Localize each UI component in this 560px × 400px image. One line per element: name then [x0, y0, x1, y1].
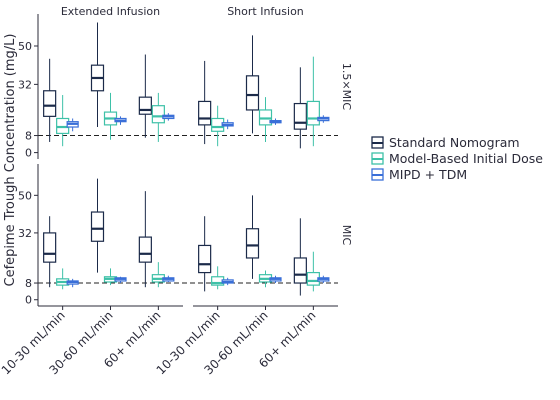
y-tick-label: 50 [18, 189, 32, 202]
axes [34, 14, 338, 310]
box-p2-g2-s1-body [245, 75, 260, 111]
legend-item: Standard Nomogram [371, 135, 520, 150]
y-tick-label: 8 [25, 130, 32, 143]
box-p3-g3-s1-body [138, 236, 152, 263]
box-p1-g1-s1-body [43, 90, 57, 117]
y-tick-label: 32 [18, 78, 32, 91]
box-p2-g3-s1-body [293, 102, 307, 130]
facet-column-label: Short Infusion [227, 5, 304, 18]
facet-row-label: MIC [340, 225, 353, 246]
box-p2-g3-s2-body [306, 100, 320, 126]
y-tick-label: 0 [25, 294, 32, 307]
box-p3-g1-s1-body [43, 232, 57, 263]
legend-label: MIPD + TDM [389, 167, 467, 182]
facet-row-label: 1.5×MIC [340, 63, 353, 110]
y-tick-label: 32 [18, 227, 32, 240]
reference-lines [38, 135, 338, 284]
y-tick-label: 0 [25, 147, 32, 160]
box-p1-g3-s1-body [138, 96, 152, 115]
box-p1-g3-s2-body [151, 105, 165, 124]
box-p4-g2-s1-body [245, 228, 260, 259]
legend-label: Model-Based Initial Dose [389, 151, 543, 166]
box-p4-g3-s1-body [293, 257, 307, 284]
legend-label: Standard Nomogram [389, 135, 520, 150]
legend-item: MIPD + TDM [371, 167, 467, 182]
legend-item: Model-Based Initial Dose [371, 151, 543, 166]
y-tick-label: 50 [18, 40, 32, 53]
box-p3-g2-s1-body [90, 211, 105, 242]
facet-column-label: Extended Infusion [61, 5, 160, 18]
y-axis-label: Cefepime Trough Concentration (mg/L) [3, 34, 18, 287]
box-p4-g1-s1-body [198, 244, 212, 274]
box-p2-g1-s1-body [198, 100, 212, 126]
box-marks [43, 22, 330, 296]
y-tick-label: 8 [25, 277, 32, 290]
